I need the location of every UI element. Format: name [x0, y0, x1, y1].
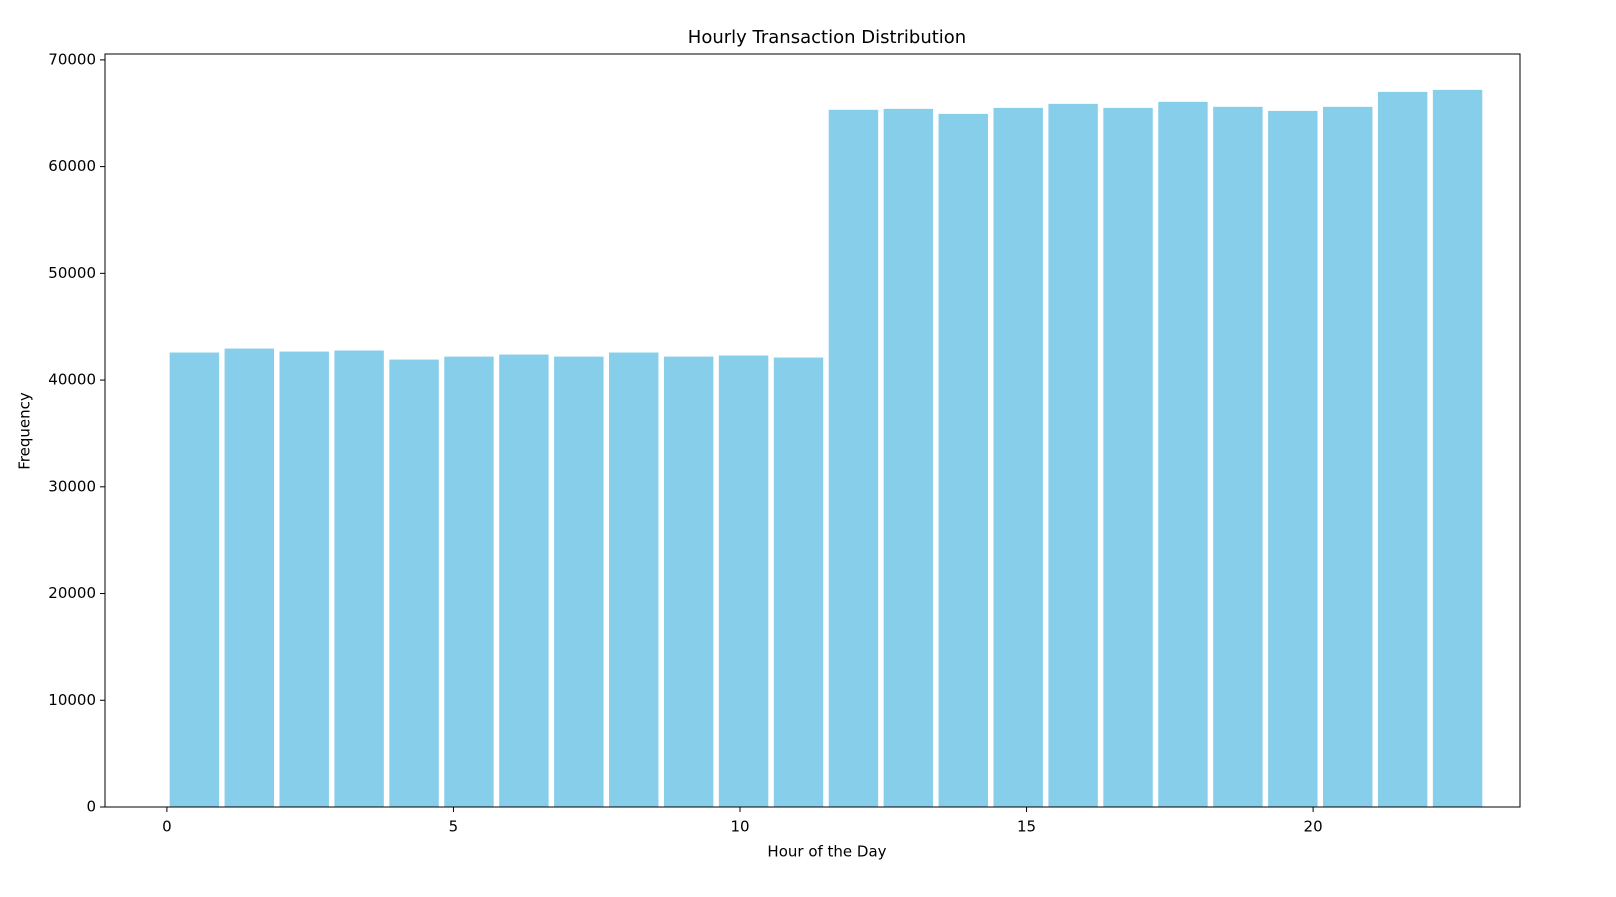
bar [1158, 101, 1208, 808]
bar [993, 107, 1043, 807]
bar [389, 359, 439, 807]
bar [1377, 91, 1428, 808]
x-tick-label: 15 [1017, 818, 1036, 836]
bar [718, 355, 769, 807]
y-tick-label: 60000 [48, 157, 96, 175]
x-tick-label: 20 [1304, 818, 1323, 836]
bar [554, 356, 604, 807]
x-tick-label: 10 [730, 818, 749, 836]
bar [224, 348, 274, 807]
y-tick-label: 50000 [48, 264, 96, 282]
bar [883, 108, 934, 808]
bar [1323, 106, 1373, 807]
bar [334, 350, 384, 807]
y-tick-label: 70000 [48, 50, 96, 68]
x-tick-label: 5 [449, 818, 459, 836]
bar [938, 113, 988, 808]
y-tick-label: 40000 [48, 371, 96, 389]
bar [609, 352, 659, 807]
x-axis-label: Hour of the Day [767, 843, 886, 861]
bar [1103, 107, 1153, 807]
bar [444, 356, 494, 807]
y-tick-label: 30000 [48, 477, 96, 495]
y-tick-label: 20000 [48, 584, 96, 602]
bar [828, 109, 879, 807]
bar [499, 354, 549, 807]
bar [1268, 110, 1318, 807]
bar [1432, 89, 1483, 807]
bar [773, 357, 824, 807]
bar [1048, 103, 1098, 807]
bar [279, 351, 329, 807]
plot-frame [104, 53, 1521, 808]
bar [1213, 106, 1263, 807]
y-tick-label: 10000 [48, 691, 96, 709]
chart-title: Hourly Transaction Distribution [688, 27, 966, 48]
bar [169, 352, 220, 807]
y-tick-label: 0 [86, 798, 96, 816]
bar [663, 356, 714, 807]
y-axis-label: Frequency [16, 392, 34, 470]
x-tick-label: 0 [162, 818, 172, 836]
